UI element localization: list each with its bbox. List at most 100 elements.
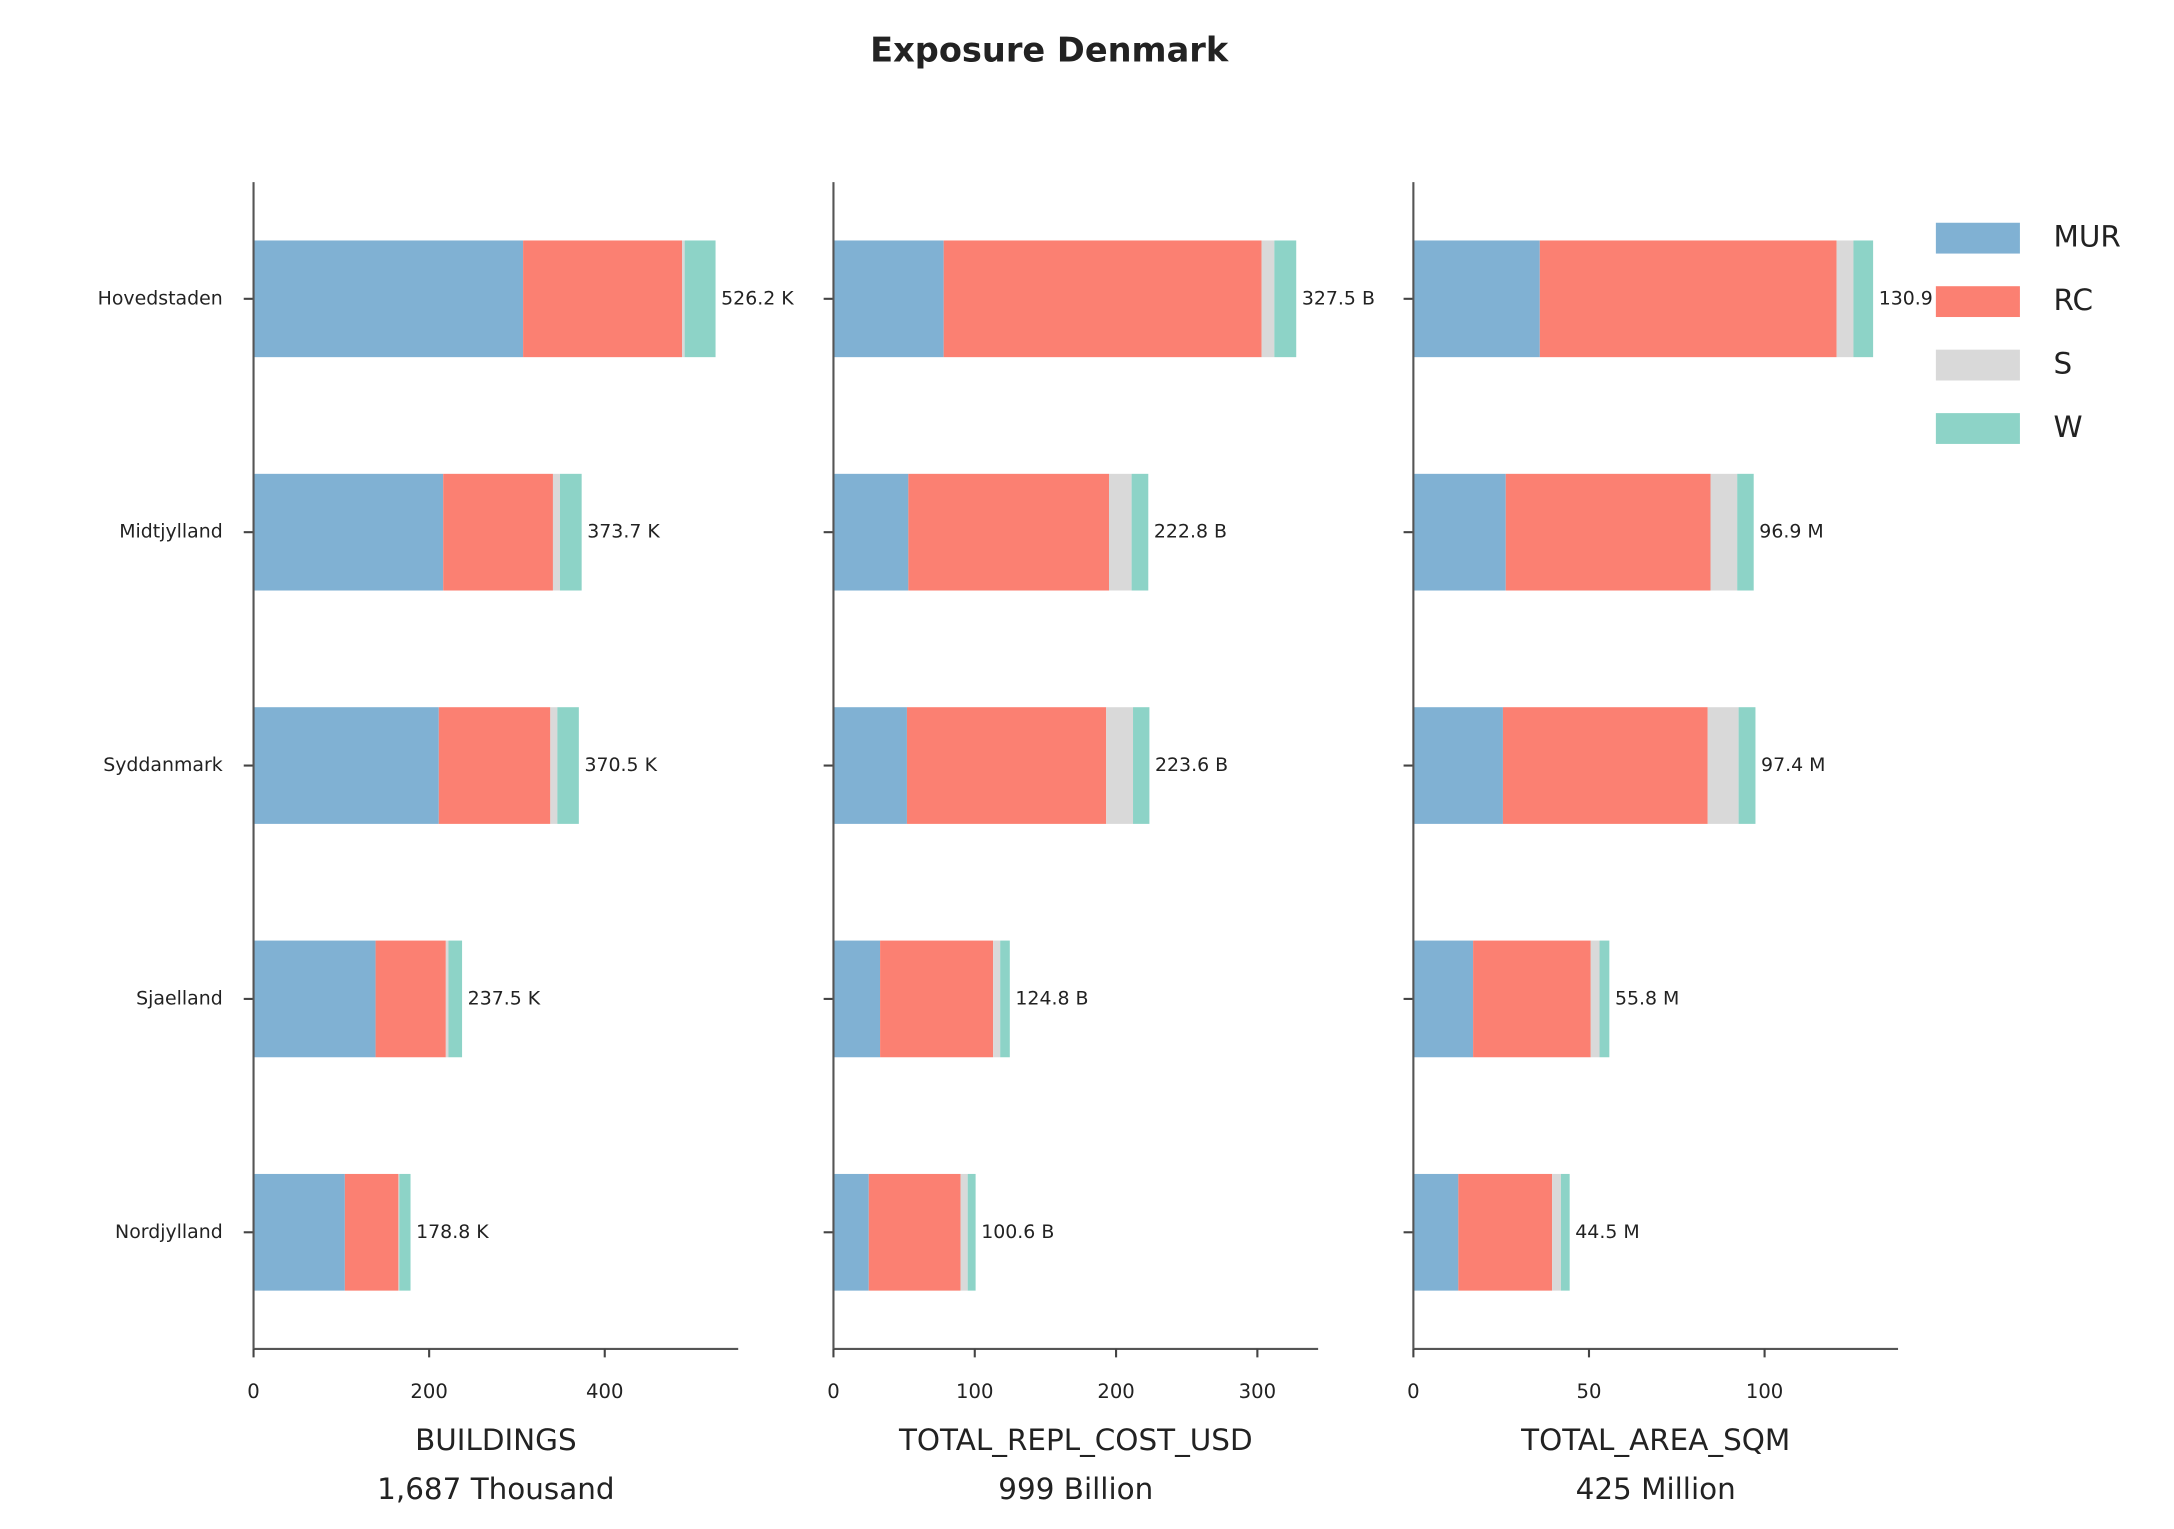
x-axis-label: BUILDINGS	[415, 1423, 577, 1457]
bar-segment	[943, 240, 1262, 358]
bar-segment	[523, 240, 683, 358]
bar-segment	[993, 940, 1001, 1058]
x-tick-label: 50	[1577, 1380, 1602, 1403]
bar-segment	[1108, 473, 1132, 591]
value-label: 178.8 K	[416, 1221, 489, 1243]
bar-segment	[1261, 240, 1275, 358]
chart-title: Exposure Denmark	[870, 30, 1229, 69]
y-tick-label: Syddanmark	[103, 754, 223, 776]
bar-segment	[682, 240, 685, 358]
bar-segment	[1836, 240, 1854, 358]
bar-segment	[557, 707, 579, 824]
x-tick-label: 0	[827, 1380, 839, 1403]
value-label: 96.9 M	[1759, 521, 1823, 543]
bar-segment	[1106, 707, 1134, 824]
bar-segment	[1707, 707, 1739, 824]
legend-label: S	[2054, 347, 2073, 381]
bar-segment	[1458, 1173, 1553, 1291]
bar-segment	[1413, 240, 1540, 358]
bar-segment	[1737, 473, 1754, 591]
y-tick-label: Hovedstaden	[98, 287, 223, 309]
bar-segment	[443, 473, 553, 591]
bar-segment	[1131, 473, 1149, 591]
bar-segment	[1413, 940, 1474, 1058]
legend-swatch	[1935, 222, 2020, 254]
x-tick-label: 100	[956, 1380, 993, 1403]
bar-segment	[1552, 1173, 1561, 1291]
legend-label: RC	[2054, 283, 2094, 317]
bar-segment	[1505, 473, 1711, 591]
bar-segment	[833, 1173, 869, 1291]
y-tick-label: Nordjylland	[115, 1221, 223, 1243]
bar-segment	[833, 240, 944, 358]
bar-segment	[1413, 707, 1503, 824]
value-label: 327.5 B	[1302, 287, 1375, 309]
x-axis-label: 425 Million	[1576, 1472, 1736, 1506]
x-axis-label: TOTAL_REPL_COST_USD	[898, 1423, 1253, 1457]
legend-label: W	[2054, 410, 2083, 444]
value-label: 124.8 B	[1015, 987, 1088, 1009]
bar-segment	[1590, 940, 1600, 1058]
bar-segment	[253, 1173, 345, 1291]
bar-segment	[375, 940, 446, 1058]
bar-segment	[1133, 707, 1150, 824]
bar-segment	[552, 473, 560, 591]
x-tick-label: 200	[410, 1380, 447, 1403]
x-tick-label: 400	[586, 1380, 623, 1403]
value-label: 370.5 K	[584, 754, 657, 776]
bar-segment	[906, 707, 1107, 824]
x-tick-label: 0	[1407, 1380, 1419, 1403]
bar-segment	[880, 940, 994, 1058]
x-tick-label: 200	[1097, 1380, 1134, 1403]
x-tick-label: 300	[1239, 1380, 1276, 1403]
bar-segment	[1539, 240, 1837, 358]
bar-segment	[833, 707, 907, 824]
value-label: 44.5 M	[1575, 1221, 1639, 1243]
bar-segment	[1000, 940, 1010, 1058]
x-axis-label: 1,687 Thousand	[377, 1472, 614, 1506]
bar-segment	[398, 1173, 400, 1291]
bar-segment	[1599, 940, 1610, 1058]
bar-segment	[1413, 1173, 1459, 1291]
bar-segment	[960, 1173, 968, 1291]
bar-segment	[1853, 240, 1874, 358]
bar-segment	[559, 473, 582, 591]
bar-segment	[1473, 940, 1591, 1058]
bar-segment	[684, 240, 716, 358]
value-label: 526.2 K	[721, 287, 794, 309]
bar-segment	[868, 1173, 961, 1291]
bar-segment	[399, 1173, 411, 1291]
bar-segment	[253, 940, 376, 1058]
bar-segment	[253, 707, 439, 824]
value-label: 222.8 B	[1154, 521, 1227, 543]
bar-segment	[344, 1173, 399, 1291]
y-tick-label: Sjaelland	[136, 987, 223, 1009]
value-label: 223.6 B	[1155, 754, 1228, 776]
bar-segment	[438, 707, 551, 824]
bar-segment	[1738, 707, 1756, 824]
bar-segment	[1560, 1173, 1570, 1291]
legend-swatch	[1935, 349, 2020, 381]
x-axis-label: TOTAL_AREA_SQM	[1520, 1423, 1790, 1457]
legend-label: MUR	[2054, 220, 2121, 254]
bar-segment	[1502, 707, 1708, 824]
bar-segment	[1274, 240, 1297, 358]
bar-segment	[1710, 473, 1738, 591]
bar-segment	[833, 473, 909, 591]
x-tick-label: 100	[1746, 1380, 1783, 1403]
bar-segment	[445, 940, 449, 1058]
value-label: 237.5 K	[468, 987, 541, 1009]
x-tick-label: 0	[247, 1380, 259, 1403]
legend-swatch	[1935, 286, 2020, 318]
bar-segment	[448, 940, 463, 1058]
bar-segment	[908, 473, 1109, 591]
y-tick-label: Midtjylland	[119, 521, 223, 543]
bar-segment	[253, 240, 524, 358]
bar-segment	[550, 707, 558, 824]
bar-segment	[967, 1173, 976, 1291]
bar-segment	[253, 473, 444, 591]
value-label: 97.4 M	[1761, 754, 1825, 776]
value-label: 373.7 K	[587, 521, 660, 543]
bar-segment	[833, 940, 881, 1058]
